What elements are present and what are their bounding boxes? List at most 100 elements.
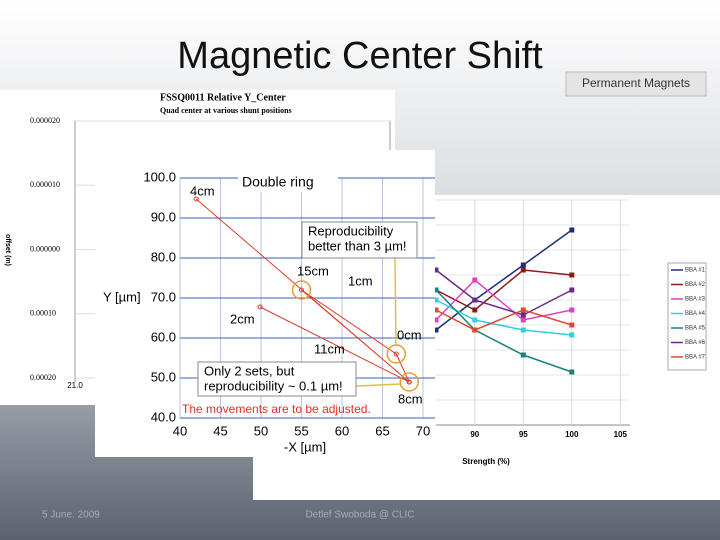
y-tick-label: 40.0 <box>151 409 176 424</box>
note-text: reproducibility ~ 0.1 µm! <box>204 378 343 393</box>
data-point <box>257 304 263 310</box>
y-tick-label: 0.000000 <box>30 244 60 253</box>
series-line <box>435 309 573 331</box>
data-point <box>520 307 526 313</box>
y-tick-label: 100.0 <box>143 169 176 184</box>
y-tick-label: 90.0 <box>151 209 176 224</box>
legend-label: BBA #5 <box>685 326 706 332</box>
data-point <box>393 351 399 357</box>
data-point <box>472 327 478 333</box>
data-point <box>193 196 199 202</box>
data-point <box>433 267 439 273</box>
x-axis-label: -X [µm] <box>284 439 326 454</box>
series-line <box>435 269 573 316</box>
y-tick-label: 0.000020 <box>30 116 60 125</box>
callout-line <box>394 257 397 347</box>
note-box <box>197 361 357 397</box>
x-tick-label: 100 <box>565 430 579 439</box>
y-tick-label: 50.0 <box>151 369 176 384</box>
data-point <box>406 379 412 385</box>
legend-label: BBA #7 <box>685 355 706 361</box>
corner-box <box>565 71 707 97</box>
x-tick-label: 45 <box>213 423 227 438</box>
x-tick-label: 95 <box>519 430 528 439</box>
point-label: 0cm <box>397 327 422 342</box>
footer-date: 5 June. 2009 <box>42 510 100 521</box>
data-point <box>433 307 439 313</box>
data-point <box>569 227 575 233</box>
x-tick-label: 40 <box>173 423 187 438</box>
slide-title: Magnetic Center Shift <box>177 35 543 77</box>
data-point <box>520 327 526 333</box>
x-tick-label: 60 <box>335 423 349 438</box>
x-tick-label: 55 <box>294 423 308 438</box>
note-box <box>301 221 418 259</box>
main-panel <box>95 150 435 457</box>
data-point <box>433 297 439 303</box>
legend-label: BBA #6 <box>685 340 706 346</box>
x-tick-label: 90 <box>470 430 479 439</box>
data-point <box>569 307 575 313</box>
data-point <box>569 332 575 338</box>
legend-box <box>667 262 707 371</box>
series-line <box>435 229 573 331</box>
legend-label: BBA #4 <box>685 311 706 317</box>
point-label: 8cm <box>398 391 423 406</box>
x-axis-label: Strength (%) <box>462 457 510 466</box>
data-point <box>520 262 526 268</box>
x-tick-label: 65 <box>375 423 389 438</box>
data-point <box>520 317 526 323</box>
point-label: 15cm <box>297 263 329 278</box>
data-point <box>433 317 439 323</box>
y-tick-label: 70.0 <box>151 289 176 304</box>
data-point <box>472 277 478 283</box>
x-tick-label: 70 <box>416 423 430 438</box>
x-tick-label: 50 <box>254 423 268 438</box>
data-point <box>569 322 575 328</box>
y-axis-label: Y [µm] <box>103 289 141 304</box>
chart-subtitle: Quad center at various shunt positions <box>160 106 292 115</box>
legend-label: BBA #2 <box>685 282 706 288</box>
footer-author: Detlef Swoboda @ CLIC <box>305 510 414 521</box>
y-tick-label: 0.000010 <box>30 180 60 189</box>
title-bg <box>238 174 338 192</box>
data-point <box>520 267 526 273</box>
y-tick-label: 80.0 <box>151 249 176 264</box>
y-axis-label: offset (m) <box>4 234 11 266</box>
data-point <box>520 352 526 358</box>
y-tick-label: 0.00020 <box>30 373 56 382</box>
highlight-ring <box>291 280 312 300</box>
data-point <box>472 297 478 303</box>
data-point <box>433 327 439 333</box>
chart-title: FSSQ0011 Relative Y_Center <box>160 92 286 103</box>
data-point <box>472 307 478 313</box>
series-line <box>435 289 573 373</box>
data-point <box>520 312 526 318</box>
data-point <box>433 287 439 293</box>
chart-title: Double ring <box>242 174 314 190</box>
highlight-ring <box>399 372 419 392</box>
data-point <box>569 369 575 375</box>
legend-label: BBA #3 <box>685 297 706 303</box>
data-point <box>569 287 575 293</box>
callout-line <box>355 383 401 387</box>
y-tick-label: 0.00010 <box>30 309 56 318</box>
point-label: 4cm <box>190 183 215 198</box>
series-line <box>435 278 572 321</box>
x-tick-label: 105 <box>614 430 628 439</box>
data-point <box>472 317 478 323</box>
note-text: better than 3 µm! <box>308 238 407 253</box>
series-line <box>195 198 410 383</box>
warning-text: The movements are to be adjusted. <box>182 402 371 416</box>
point-label: 11cm <box>314 341 345 356</box>
data-point <box>299 287 304 293</box>
data-point <box>569 272 575 278</box>
legend-label: BBA #1 <box>685 268 706 274</box>
point-label: 2cm <box>230 311 255 326</box>
corner-label: Permanent Magnets <box>582 76 690 90</box>
x-tick-label: 21.0 <box>67 381 83 390</box>
note-text: Only 2 sets, but <box>204 363 295 378</box>
point-label: 1cm <box>348 273 373 288</box>
note-text: Reproducibility <box>308 223 394 238</box>
